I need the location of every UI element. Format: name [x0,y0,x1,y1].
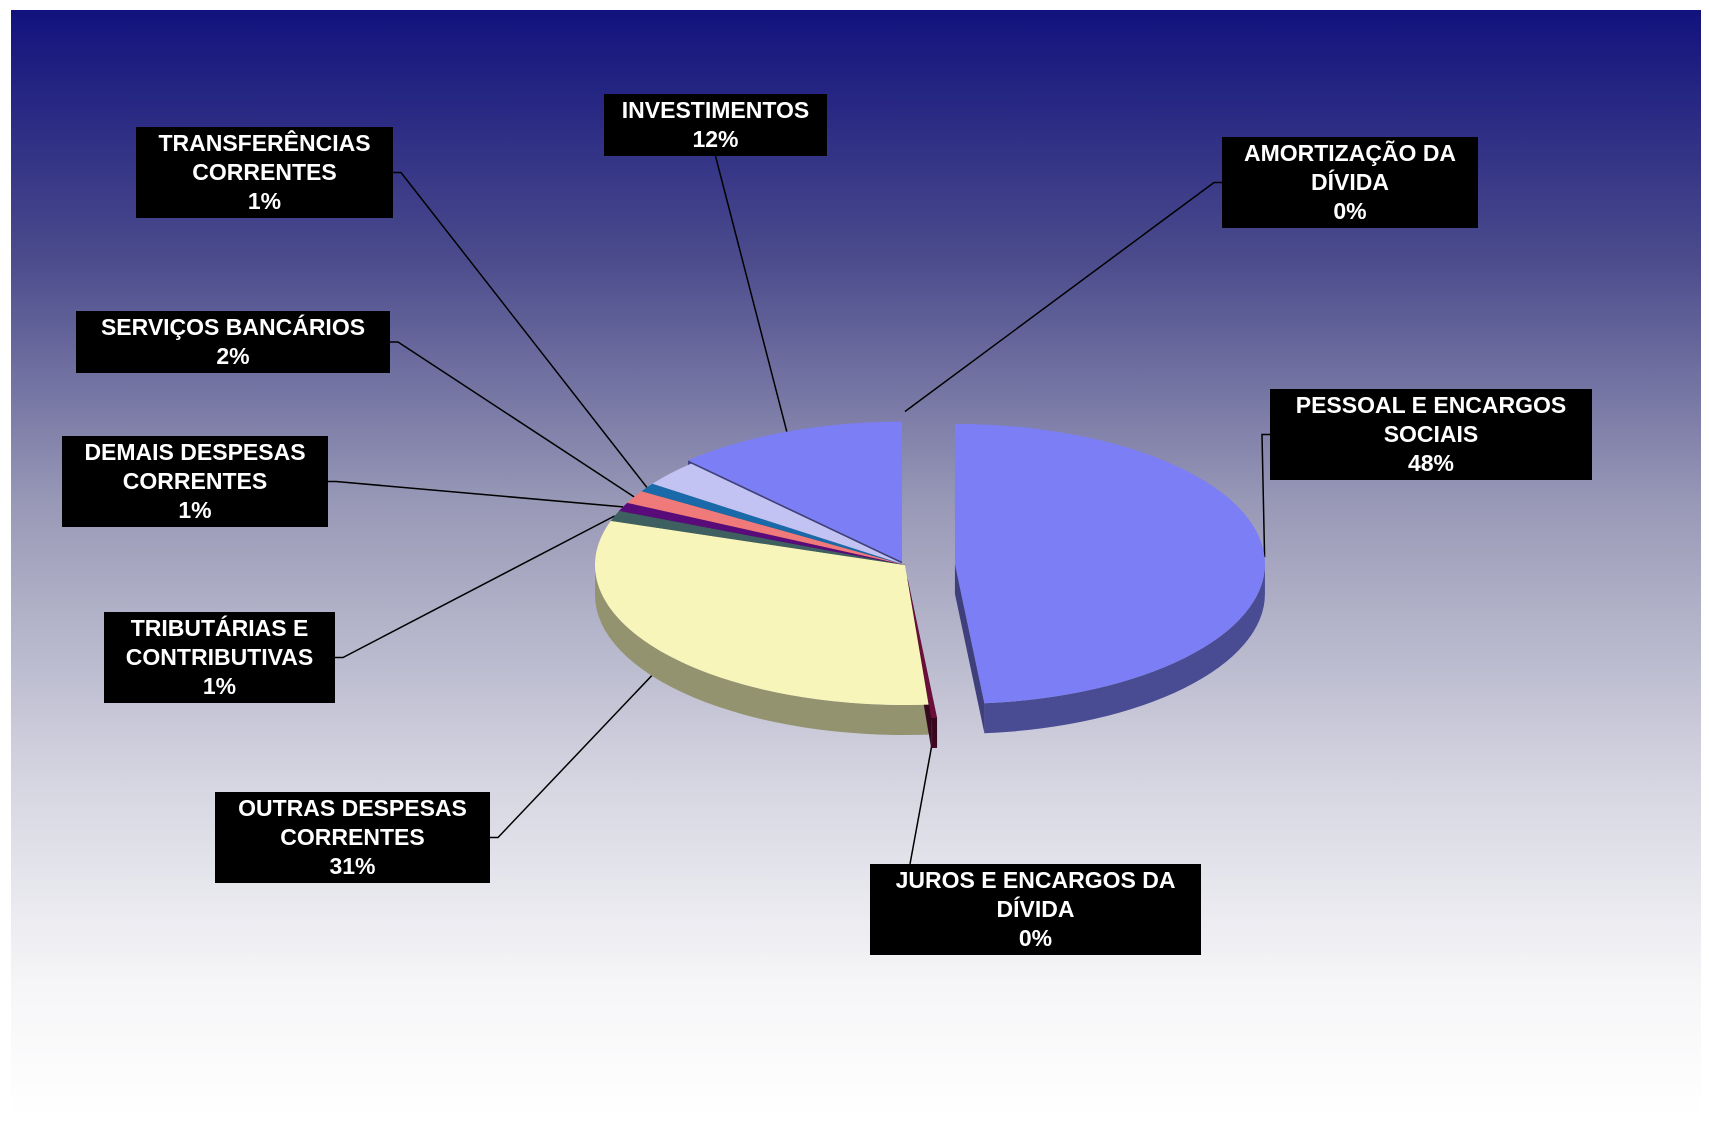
label-text: DEMAIS DESPESAS [84,439,306,465]
slice-servicos [627,491,905,565]
label-percent: 12% [692,126,739,152]
label-text: JUROS E ENCARGOS DA [895,867,1176,893]
label-transferencias-correntes: TRANSFERÊNCIAS CORRENTES 1% [136,127,393,218]
slice-outras [595,520,929,705]
leader-line-tributarias [335,515,616,659]
label-juros-e-encargos-da-divida: JUROS E ENCARGOS DA DÍVIDA 0% [870,864,1201,955]
leader-line-juros [909,732,935,865]
label-demais-despesas-correntes: DEMAIS DESPESAS CORRENTES 1% [62,436,328,527]
slice-juros [907,578,938,719]
slice-investimentos_light [652,463,905,565]
label-investimentos: INVESTIMENTOS 12% [604,94,827,156]
pie-tops [595,421,1265,719]
label-percent: 1% [178,497,212,523]
label-percent: 0% [1018,925,1053,951]
label-text: TRANSFERÊNCIAS [158,130,371,156]
label-text: AMORTIZAÇÃO DA [1243,140,1457,166]
label-percent: 1% [247,188,282,214]
label-percent: 48% [1407,450,1455,476]
label-text: CORRENTES [280,824,425,850]
label-percent: 31% [329,853,376,879]
label-text: PESSOAL E ENCARGOS [1295,392,1567,418]
leader-line-transferencias [393,171,648,488]
slice-investimentos [688,421,903,562]
label-servicos-bancarios: SERVIÇOS BANCÁRIOS 2% [76,311,390,373]
slice-side-outras [595,565,929,736]
slice-cut-pessoal-1 [954,563,985,734]
label-percent: 1% [202,673,237,699]
label-pessoal-e-encargos-sociais: PESSOAL E ENCARGOS SOCIAIS 48% [1270,389,1592,480]
label-text: SERVIÇOS BANCÁRIOS [100,314,366,340]
slice-demais [619,502,905,565]
slice-transferencias [641,483,905,565]
label-text: SOCIAIS [1383,421,1479,447]
label-text: TRIBUTÁRIAS E [130,615,309,641]
label-text: DÍVIDA [996,896,1075,922]
slice-side-pessoal [984,563,1265,734]
leader-line-demais [328,480,624,508]
leader-lines [328,155,1270,865]
label-text: OUTRAS DESPESAS [238,795,467,821]
label-text: CORRENTES [192,159,337,185]
label-percent: 0% [1333,198,1367,224]
label-text: CONTRIBUTIVAS [125,644,314,670]
label-text: INVESTIMENTOS [621,97,810,123]
label-percent: 2% [216,343,250,369]
label-outras-despesas-correntes: OUTRAS DESPESAS CORRENTES 31% [215,792,490,883]
label-tributarias-e-contributivas: TRIBUTÁRIAS E CONTRIBUTIVAS 1% [104,612,335,703]
leader-line-pessoal [1261,433,1270,558]
slice-pessoal [954,423,1265,704]
leader-line-servicos [390,341,635,498]
leader-line-outras [490,665,662,839]
leader-line-investimentos [714,155,788,432]
label-text: DÍVIDA [1311,169,1389,195]
leader-line-amortizacao [904,181,1222,413]
label-amortizacao-da-divida: AMORTIZAÇÃO DA DÍVIDA 0% [1222,137,1478,228]
label-text: CORRENTES [122,468,268,494]
slice-tributarias [610,510,905,565]
